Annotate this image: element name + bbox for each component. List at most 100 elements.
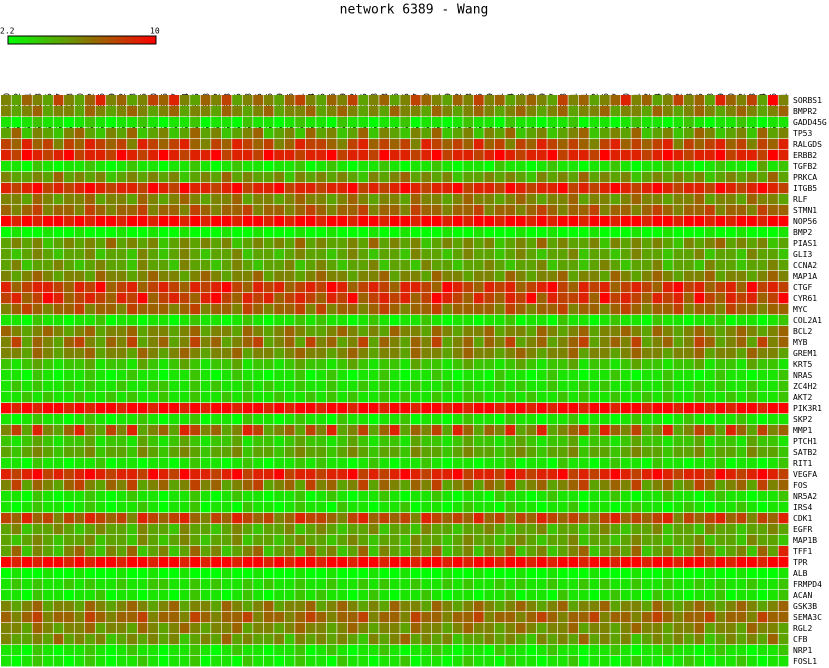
heatmap-cell — [400, 227, 411, 238]
heatmap-cell — [190, 293, 201, 304]
heatmap-cell — [557, 480, 568, 491]
heatmap-cell — [400, 513, 411, 524]
heatmap-cell — [557, 359, 568, 370]
heatmap-cell — [169, 392, 180, 403]
heatmap-cell — [389, 601, 400, 612]
heatmap-cell — [1, 359, 11, 370]
heatmap-cell — [620, 117, 631, 128]
heatmap-cell — [536, 436, 547, 447]
heatmap-cell — [43, 568, 53, 579]
heatmap-cell — [295, 106, 306, 117]
heatmap-cell — [116, 117, 127, 128]
heatmap-cell — [620, 337, 631, 348]
heatmap-cell — [536, 95, 547, 106]
heatmap-cell — [64, 436, 74, 447]
heatmap-cell — [746, 513, 757, 524]
heatmap-cell — [305, 194, 316, 205]
heatmap-cell — [74, 304, 85, 315]
heatmap-cell — [641, 117, 652, 128]
heatmap-cell — [127, 546, 137, 557]
heatmap-cell — [662, 238, 673, 249]
heatmap-cell — [263, 612, 274, 623]
heatmap-cell — [274, 161, 285, 172]
heatmap-cell — [400, 392, 411, 403]
heatmap-cell — [578, 271, 589, 282]
heatmap-cell — [295, 557, 306, 568]
heatmap-cell — [704, 612, 715, 623]
heatmap-cell — [757, 315, 768, 326]
heatmap-cell — [95, 436, 106, 447]
heatmap-cell — [631, 403, 642, 414]
heatmap-cell — [43, 425, 53, 436]
heatmap-cell — [32, 326, 43, 337]
heatmap-cell — [263, 117, 274, 128]
heatmap-cell — [725, 183, 736, 194]
heatmap-cell — [43, 260, 53, 271]
heatmap-cell — [200, 139, 211, 150]
heatmap-cell — [641, 579, 652, 590]
heatmap-cell — [431, 128, 442, 139]
heatmap-cell — [547, 337, 558, 348]
heatmap-cell — [389, 150, 400, 161]
heatmap-cell — [568, 315, 579, 326]
heatmap-cell — [242, 491, 253, 502]
heatmap-cell — [515, 392, 526, 403]
heatmap-cell — [547, 601, 558, 612]
heatmap-cell — [64, 403, 74, 414]
heatmap-cell — [11, 502, 22, 513]
heatmap-cell — [578, 447, 589, 458]
heatmap-cell — [137, 227, 148, 238]
heatmap-cell — [179, 645, 190, 656]
heatmap-cell — [431, 590, 442, 601]
heatmap-cell — [431, 645, 442, 656]
heatmap-cell — [578, 194, 589, 205]
heatmap-cell — [158, 172, 169, 183]
heatmap-cell — [631, 216, 642, 227]
heatmap-cell — [536, 128, 547, 139]
heatmap-cell — [578, 535, 589, 546]
heatmap-cell — [589, 469, 600, 480]
heatmap-cell — [221, 568, 232, 579]
heatmap-cell — [347, 271, 358, 282]
heatmap-cell — [547, 623, 558, 634]
heatmap-cell — [389, 502, 400, 513]
heatmap-cell — [179, 260, 190, 271]
heatmap-cell — [116, 447, 127, 458]
heatmap-cell — [641, 623, 652, 634]
heatmap-cell — [704, 590, 715, 601]
heatmap-cell — [505, 447, 516, 458]
heatmap-cell — [64, 205, 74, 216]
heatmap-cell — [746, 590, 757, 601]
heatmap-cell — [337, 524, 348, 535]
heatmap-cell — [410, 590, 421, 601]
heatmap-cell — [64, 524, 74, 535]
heatmap-cell — [263, 546, 274, 557]
heatmap-cell — [652, 436, 663, 447]
heatmap-cell — [557, 469, 568, 480]
heatmap-cell — [557, 304, 568, 315]
heatmap-cell — [589, 337, 600, 348]
heatmap-cell — [1, 150, 11, 161]
heatmap-cell — [442, 491, 453, 502]
heatmap-cell — [337, 227, 348, 238]
heatmap-cell — [305, 106, 316, 117]
heatmap-cell — [295, 502, 306, 513]
heatmap-cell — [631, 150, 642, 161]
heatmap-cell — [64, 546, 74, 557]
heatmap-cell — [505, 491, 516, 502]
heatmap-cell — [557, 271, 568, 282]
heatmap-cell — [137, 249, 148, 260]
heatmap-cell — [284, 645, 295, 656]
heatmap-cell — [95, 370, 106, 381]
heatmap-cell — [274, 579, 285, 590]
heatmap-cell — [736, 513, 747, 524]
heatmap-cell — [652, 480, 663, 491]
heatmap-cell — [305, 568, 316, 579]
heatmap-cell — [473, 568, 484, 579]
heatmap-cell — [683, 282, 694, 293]
heatmap-cell — [106, 150, 116, 161]
heatmap-cell — [431, 524, 442, 535]
heatmap-cell — [11, 194, 22, 205]
heatmap-cell — [757, 348, 768, 359]
heatmap-cell — [452, 535, 463, 546]
